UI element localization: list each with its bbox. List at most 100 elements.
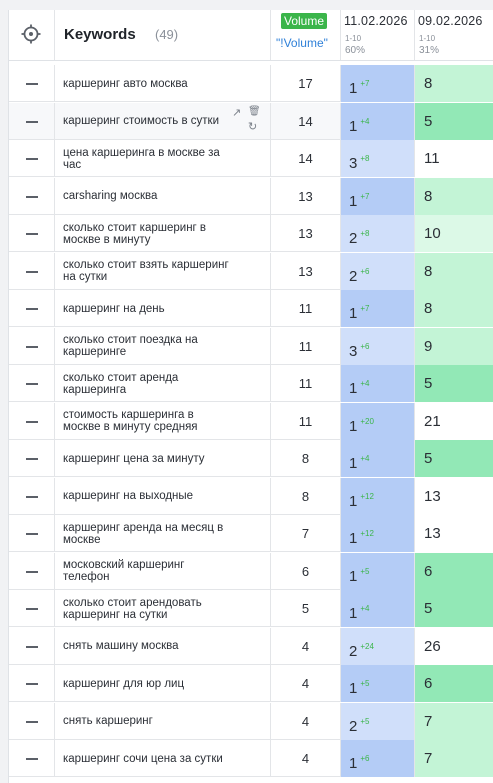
row-select-cell[interactable] — [9, 177, 55, 215]
table-row[interactable]: carsharing москва 13 1 +7 8 — [9, 177, 493, 215]
keyword-cell[interactable]: московский каршеринг телефон — [55, 552, 271, 590]
position-cell-date-2[interactable]: 7 — [415, 702, 493, 740]
deselect-dash-icon[interactable] — [26, 608, 38, 610]
keyword-cell[interactable]: сколько стоит взять каршеринг на сутки — [55, 252, 271, 290]
refresh-icon[interactable]: ↻ — [248, 120, 258, 133]
table-row[interactable]: цена каршеринга в москве за час 14 3 +8 11 — [9, 140, 493, 177]
keyword-cell[interactable]: каршеринг на день — [55, 290, 271, 327]
deselect-dash-icon[interactable] — [26, 683, 38, 685]
row-select-cell[interactable] — [9, 627, 55, 665]
deselect-dash-icon[interactable] — [26, 270, 38, 273]
deselect-dash-icon[interactable] — [26, 83, 38, 85]
position-cell-date-1[interactable]: 1 +4 — [341, 590, 415, 627]
trash-icon[interactable]: 🗑 — [248, 105, 261, 117]
position-cell-date-1[interactable]: 1 +7 — [341, 177, 415, 215]
row-select-cell[interactable] — [9, 140, 55, 177]
keyword-cell[interactable]: carsharing москва — [55, 177, 271, 215]
table-row[interactable]: сколько стоит взять каршеринг на сутки 13… — [9, 252, 493, 290]
deselect-dash-icon[interactable] — [26, 345, 38, 348]
position-cell-date-1[interactable]: 1 +7 — [341, 290, 415, 327]
date-column-header-1[interactable]: 11.02.2026 1-10 60% — [341, 10, 415, 60]
row-select-cell[interactable] — [9, 365, 55, 402]
keyword-cell[interactable]: каршеринг авто москва — [55, 65, 271, 102]
position-cell-date-1[interactable]: 1 +5 — [341, 665, 415, 702]
row-select-cell[interactable] — [9, 327, 55, 365]
position-cell-date-2[interactable]: 13 — [415, 477, 493, 515]
row-select-cell[interactable] — [9, 477, 55, 515]
position-cell-date-1[interactable]: 1 +20 — [341, 402, 415, 440]
keyword-cell[interactable]: каршеринг сочи цена за сутки — [55, 740, 271, 777]
keyword-cell[interactable]: снять каршеринг — [55, 702, 271, 740]
position-cell-date-1[interactable]: 3 +6 — [341, 327, 415, 365]
table-row[interactable]: сколько стоит аренда каршеринга 11 1 +4 5 — [9, 365, 493, 402]
deselect-dash-icon[interactable] — [26, 570, 38, 573]
position-cell-date-1[interactable]: 3 +8 — [341, 140, 415, 177]
position-cell-date-2[interactable]: 26 — [415, 627, 493, 665]
row-select-cell[interactable] — [9, 590, 55, 627]
date-column-header-2[interactable]: 09.02.2026 1-10 31% — [415, 10, 493, 60]
row-select-cell[interactable] — [9, 702, 55, 740]
position-cell-date-1[interactable]: 2 +5 — [341, 702, 415, 740]
row-select-cell[interactable] — [9, 65, 55, 102]
deselect-dash-icon[interactable] — [26, 308, 38, 310]
deselect-dash-icon[interactable] — [26, 495, 38, 498]
position-cell-date-2[interactable]: 5 — [415, 440, 493, 477]
deselect-dash-icon[interactable] — [26, 383, 38, 385]
position-cell-date-2[interactable]: 8 — [415, 290, 493, 327]
position-cell-date-2[interactable]: 6 — [415, 552, 493, 590]
position-cell-date-2[interactable]: 5 — [415, 590, 493, 627]
position-cell-date-2[interactable]: 9 — [415, 327, 493, 365]
volume-badge[interactable]: Volume — [281, 13, 328, 29]
keyword-cell[interactable]: стоимость каршеринга в москве в минуту с… — [55, 402, 271, 440]
deselect-dash-icon[interactable] — [26, 758, 38, 760]
deselect-dash-icon[interactable] — [26, 158, 38, 160]
exact-volume-label[interactable]: "!Volume" — [276, 36, 328, 50]
position-cell-date-1[interactable]: 2 +8 — [341, 215, 415, 252]
table-row[interactable]: каршеринг авто москва 17 1 +7 8 — [9, 65, 493, 102]
deselect-dash-icon[interactable] — [26, 458, 38, 460]
row-select-cell[interactable] — [9, 252, 55, 290]
table-row[interactable]: сколько стоит поездка на каршеринге 11 3 +6… — [9, 327, 493, 365]
deselect-dash-icon[interactable] — [26, 120, 38, 123]
position-cell-date-1[interactable]: 1 +4 — [341, 365, 415, 402]
deselect-dash-icon[interactable] — [26, 720, 38, 723]
row-select-cell[interactable] — [9, 290, 55, 327]
position-cell-date-2[interactable]: 8 — [415, 252, 493, 290]
row-select-cell[interactable] — [9, 740, 55, 777]
deselect-dash-icon[interactable] — [26, 420, 38, 423]
row-select-cell[interactable] — [9, 215, 55, 252]
keyword-cell[interactable]: сколько стоит аренда каршеринга — [55, 365, 271, 402]
external-link-icon[interactable]: ↗ — [232, 106, 242, 119]
position-cell-date-1[interactable]: 2 +6 — [341, 252, 415, 290]
keyword-cell[interactable]: цена каршеринга в москве за час — [55, 140, 271, 177]
position-cell-date-1[interactable]: 2 +24 — [341, 627, 415, 665]
keyword-cell[interactable]: каршеринг на выходные — [55, 477, 271, 515]
table-row[interactable]: снять машину москва 4 2 +24 26 — [9, 627, 493, 665]
position-cell-date-2[interactable]: 5 — [415, 102, 493, 140]
row-select-cell[interactable] — [9, 552, 55, 590]
keyword-cell[interactable]: каршеринг для юр лиц — [55, 665, 271, 702]
position-cell-date-2[interactable]: 8 — [415, 65, 493, 102]
position-cell-date-1[interactable]: 1 +4 — [341, 440, 415, 477]
table-row[interactable]: каршеринг цена за минуту 8 1 +4 5 — [9, 440, 493, 477]
keyword-cell[interactable]: каршеринг аренда на месяц в москве — [55, 515, 271, 552]
position-cell-date-2[interactable]: 6 — [415, 665, 493, 702]
table-row[interactable]: снять каршеринг 4 2 +5 7 — [9, 702, 493, 740]
position-cell-date-2[interactable]: 10 — [415, 215, 493, 252]
table-row[interactable]: каршеринг аренда на месяц в москве 7 1 +12 1… — [9, 515, 493, 552]
table-row[interactable]: московский каршеринг телефон 6 1 +5 6 — [9, 552, 493, 590]
position-cell-date-1[interactable]: 1 +4 — [341, 102, 415, 140]
keyword-cell[interactable]: каршеринг цена за минуту — [55, 440, 271, 477]
table-row[interactable]: каршеринг стоимость в сутки ↗ 🗑 ↻ 14 1 +4 5 — [9, 102, 493, 140]
deselect-dash-icon[interactable] — [26, 645, 38, 648]
row-select-cell[interactable] — [9, 102, 55, 140]
position-cell-date-2[interactable]: 21 — [415, 402, 493, 440]
position-cell-date-2[interactable]: 11 — [415, 140, 493, 177]
keyword-cell[interactable]: сколько стоит поездка на каршеринге — [55, 327, 271, 365]
table-row[interactable]: каршеринг сочи цена за сутки 4 1 +6 7 — [9, 740, 493, 777]
position-cell-date-1[interactable]: 1 +12 — [341, 515, 415, 552]
deselect-dash-icon[interactable] — [26, 533, 38, 535]
position-cell-date-1[interactable]: 1 +12 — [341, 477, 415, 515]
keywords-column-header[interactable]: Keywords (49) — [55, 10, 271, 60]
row-select-cell[interactable] — [9, 665, 55, 702]
